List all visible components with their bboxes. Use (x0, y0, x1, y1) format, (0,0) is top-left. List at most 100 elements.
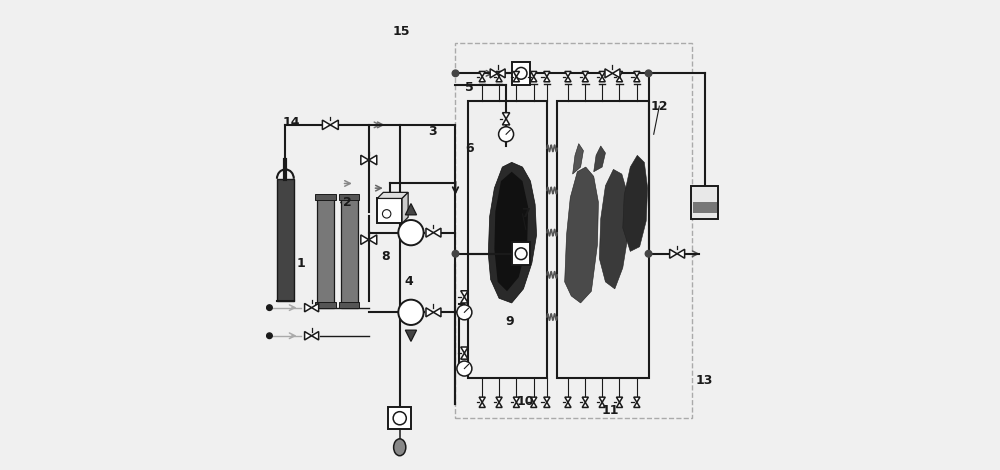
Polygon shape (361, 235, 369, 244)
Polygon shape (461, 297, 468, 303)
Polygon shape (433, 308, 441, 317)
Bar (317, 197, 334, 308)
Circle shape (452, 70, 459, 77)
Polygon shape (496, 402, 502, 407)
Polygon shape (565, 71, 571, 77)
Polygon shape (544, 77, 550, 82)
Polygon shape (599, 169, 629, 289)
Polygon shape (433, 228, 441, 237)
Polygon shape (402, 192, 408, 223)
Polygon shape (531, 71, 537, 77)
Polygon shape (594, 146, 605, 172)
Polygon shape (670, 249, 677, 258)
Polygon shape (565, 77, 571, 82)
Polygon shape (479, 77, 485, 82)
Text: 13: 13 (695, 374, 713, 387)
Polygon shape (426, 228, 433, 237)
Polygon shape (582, 77, 588, 82)
Circle shape (645, 70, 652, 77)
Text: 9: 9 (505, 315, 514, 328)
Circle shape (457, 305, 472, 320)
Polygon shape (369, 235, 377, 244)
Polygon shape (616, 397, 623, 402)
Polygon shape (599, 402, 605, 407)
Bar (388, 407, 411, 430)
Circle shape (452, 251, 459, 257)
Polygon shape (616, 77, 623, 82)
Polygon shape (582, 402, 588, 407)
Polygon shape (479, 397, 485, 402)
Bar (557, 102, 649, 378)
Circle shape (267, 305, 272, 311)
Polygon shape (582, 71, 588, 77)
Text: 12: 12 (651, 100, 668, 113)
Circle shape (457, 361, 472, 376)
Polygon shape (531, 402, 537, 407)
Text: 3: 3 (428, 125, 436, 138)
Polygon shape (322, 120, 330, 130)
Circle shape (645, 251, 652, 257)
Polygon shape (599, 77, 605, 82)
Text: 2: 2 (343, 196, 352, 209)
Bar (339, 194, 359, 200)
Polygon shape (582, 397, 588, 402)
Circle shape (398, 300, 424, 325)
Text: 4: 4 (404, 275, 413, 289)
Polygon shape (498, 69, 505, 78)
Text: 5: 5 (465, 81, 474, 94)
Bar (339, 302, 359, 308)
Bar (377, 198, 402, 223)
Bar (315, 194, 336, 200)
Polygon shape (599, 71, 605, 77)
Polygon shape (531, 77, 537, 82)
Polygon shape (361, 155, 369, 165)
Polygon shape (623, 156, 648, 251)
Polygon shape (513, 71, 519, 77)
Polygon shape (573, 144, 583, 174)
Polygon shape (305, 304, 312, 312)
Circle shape (398, 220, 424, 245)
Polygon shape (612, 69, 620, 78)
Circle shape (499, 127, 514, 142)
Circle shape (382, 210, 391, 218)
Polygon shape (461, 353, 468, 359)
Polygon shape (330, 120, 338, 130)
Text: 8: 8 (381, 250, 390, 263)
Polygon shape (479, 402, 485, 407)
Polygon shape (616, 71, 623, 77)
Text: 1: 1 (296, 257, 305, 270)
Polygon shape (544, 71, 550, 77)
Bar (341, 197, 358, 308)
Polygon shape (312, 304, 319, 312)
Bar (277, 179, 294, 301)
Bar (691, 186, 718, 219)
Polygon shape (488, 162, 537, 303)
Polygon shape (490, 69, 498, 78)
Text: 11: 11 (601, 404, 619, 417)
Polygon shape (531, 397, 537, 402)
Polygon shape (565, 402, 571, 407)
Polygon shape (461, 291, 468, 297)
Text: 14: 14 (283, 116, 300, 129)
Polygon shape (305, 331, 312, 340)
Polygon shape (496, 71, 502, 77)
Circle shape (515, 248, 527, 259)
Polygon shape (616, 402, 623, 407)
Polygon shape (461, 347, 468, 353)
Text: 6: 6 (465, 142, 474, 155)
Polygon shape (677, 249, 685, 258)
Circle shape (267, 333, 272, 338)
Text: 10: 10 (517, 395, 535, 408)
Text: 15: 15 (393, 24, 410, 38)
Polygon shape (634, 397, 640, 402)
Polygon shape (494, 172, 528, 291)
Polygon shape (502, 113, 510, 119)
Polygon shape (426, 308, 433, 317)
Bar (455, 43, 692, 418)
Polygon shape (377, 192, 408, 198)
Polygon shape (634, 77, 640, 82)
Bar (468, 102, 547, 378)
Polygon shape (599, 397, 605, 402)
Ellipse shape (394, 439, 406, 456)
Polygon shape (513, 402, 519, 407)
